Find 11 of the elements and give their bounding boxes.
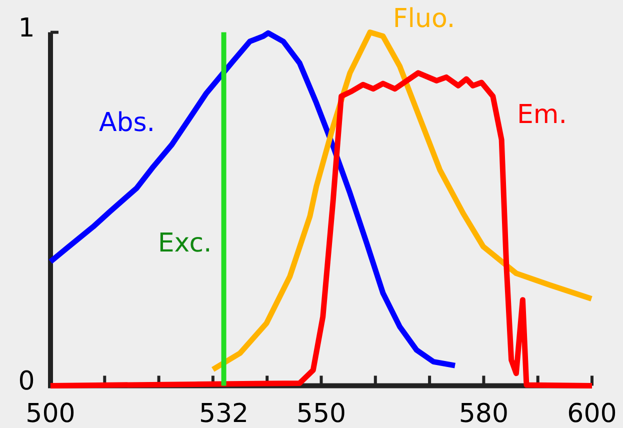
series-label: Em.: [516, 100, 568, 130]
ref-line-label: Exc.: [158, 228, 212, 258]
y-tick-label: 0: [18, 366, 35, 397]
x-tick-label: 550: [296, 399, 346, 428]
x-tick-label: 532: [198, 399, 249, 428]
series-label: Fluo.: [392, 4, 456, 34]
y-tick-label: 1: [18, 13, 35, 44]
x-tick-label: 580: [458, 399, 509, 428]
x-tick-label: 500: [26, 399, 76, 428]
x-tick-label: 600: [567, 399, 617, 428]
series-label: Abs.: [98, 108, 156, 138]
